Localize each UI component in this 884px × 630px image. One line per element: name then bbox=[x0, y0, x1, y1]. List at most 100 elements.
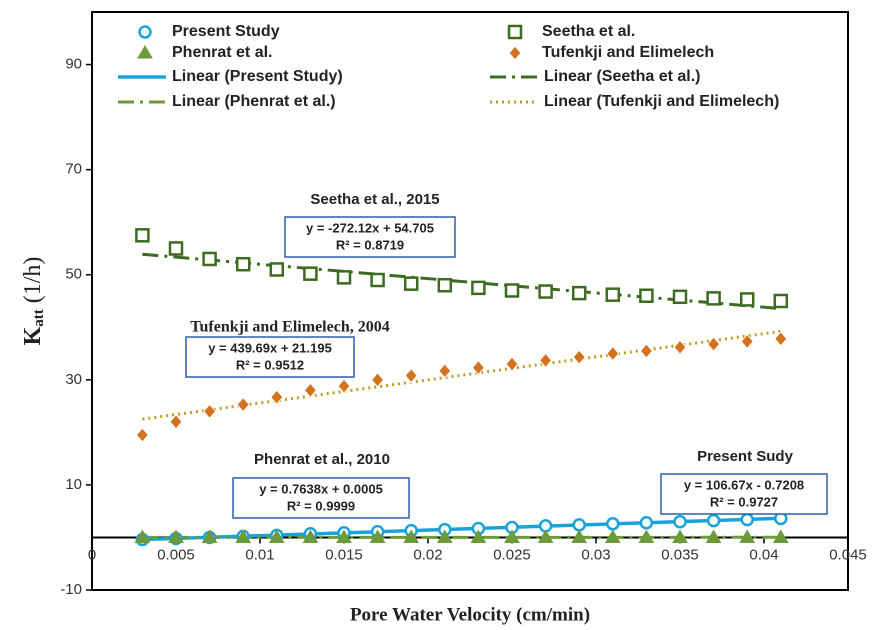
marker bbox=[572, 349, 586, 365]
annotation-equation: y = -272.12x + 54.705 bbox=[306, 220, 434, 235]
x-tick-label: 0.01 bbox=[245, 546, 274, 563]
x-tick-label: 0.015 bbox=[325, 546, 363, 563]
marker bbox=[605, 287, 621, 302]
x-axis-label: Pore Water Velocity (cm/min) bbox=[350, 604, 590, 625]
marker bbox=[508, 45, 522, 61]
x-tick-label: 0.045 bbox=[829, 546, 867, 563]
marker bbox=[138, 25, 152, 39]
marker bbox=[303, 382, 318, 399]
y-tick-label: 50 bbox=[65, 266, 82, 283]
annotation-box bbox=[660, 473, 828, 515]
marker bbox=[740, 512, 754, 527]
marker bbox=[168, 241, 184, 256]
marker bbox=[705, 529, 722, 543]
marker bbox=[303, 266, 318, 281]
marker bbox=[538, 352, 553, 369]
annotation-title: Seetha et al., 2015 bbox=[310, 191, 439, 208]
marker bbox=[438, 363, 452, 379]
marker bbox=[404, 367, 418, 384]
legend-label: Linear (Present Study) bbox=[172, 68, 343, 85]
annotation-box bbox=[185, 336, 355, 378]
marker bbox=[537, 529, 554, 543]
annotation-equation: y = 439.69x + 21.195 bbox=[208, 340, 332, 355]
marker bbox=[470, 529, 487, 543]
marker bbox=[236, 396, 250, 413]
marker bbox=[538, 284, 553, 299]
annotation-title: Tufenkji and Elimelech, 2004 bbox=[190, 319, 389, 336]
plot-frame bbox=[91, 11, 849, 591]
y-axis-label: Katt (1/h) bbox=[20, 257, 48, 346]
marker bbox=[137, 45, 153, 59]
marker bbox=[706, 336, 721, 352]
annotation-title: Phenrat et al., 2010 bbox=[254, 451, 390, 468]
annotation-r2: R² = 0.9512 bbox=[236, 357, 304, 372]
x-tick-label: 0.035 bbox=[661, 546, 699, 563]
marker bbox=[606, 345, 620, 362]
marker bbox=[268, 529, 285, 543]
marker bbox=[270, 389, 284, 405]
marker bbox=[302, 529, 319, 543]
marker bbox=[202, 403, 217, 420]
y-label-unit: (1/h) bbox=[20, 257, 46, 304]
marker bbox=[672, 289, 688, 305]
legend-label: Linear (Tufenkji and Elimelech) bbox=[544, 93, 779, 110]
marker bbox=[774, 331, 788, 347]
legend-label: Linear (Seetha et al.) bbox=[544, 68, 701, 85]
annotation-equation: y = 0.7638x + 0.0005 bbox=[259, 481, 383, 496]
marker bbox=[403, 529, 420, 543]
marker bbox=[673, 514, 687, 529]
x-tick-label: 0.02 bbox=[413, 546, 442, 563]
marker bbox=[739, 529, 756, 543]
marker bbox=[369, 529, 386, 543]
legend-label: Tufenkji and Elimelech bbox=[542, 44, 714, 61]
marker bbox=[235, 529, 252, 543]
marker bbox=[571, 285, 587, 301]
marker bbox=[706, 513, 721, 528]
marker bbox=[135, 427, 150, 443]
marker bbox=[269, 262, 285, 277]
marker bbox=[639, 515, 654, 530]
marker bbox=[336, 270, 352, 285]
annotation-title: Present Sudy bbox=[697, 448, 794, 465]
marker bbox=[169, 414, 183, 430]
marker bbox=[773, 293, 789, 309]
marker bbox=[604, 529, 621, 543]
marker bbox=[436, 529, 453, 543]
marker bbox=[437, 277, 453, 293]
marker bbox=[504, 529, 520, 543]
marker bbox=[202, 251, 217, 267]
marker bbox=[740, 333, 754, 350]
marker bbox=[134, 529, 151, 543]
marker bbox=[403, 276, 419, 291]
marker bbox=[639, 343, 654, 359]
marker bbox=[337, 378, 351, 394]
marker bbox=[135, 228, 150, 243]
legend-label: Present Study bbox=[172, 23, 280, 40]
legend-label: Phenrat et al. bbox=[172, 44, 272, 61]
x-tick-label: 0.04 bbox=[749, 546, 778, 563]
x-tick-label: 0.03 bbox=[581, 546, 610, 563]
marker bbox=[370, 372, 385, 388]
legend-label: Seetha et al. bbox=[542, 23, 635, 40]
marker bbox=[370, 272, 385, 288]
x-tick-label: 0 bbox=[88, 546, 96, 563]
marker bbox=[706, 291, 721, 306]
y-tick-label: 10 bbox=[65, 476, 82, 493]
y-tick-label: -10 bbox=[60, 581, 82, 598]
annotation-equation: y = 106.67x - 0.7208 bbox=[684, 477, 804, 492]
marker bbox=[572, 518, 586, 532]
marker bbox=[336, 529, 352, 543]
marker bbox=[672, 529, 688, 543]
y-tick-label: 70 bbox=[65, 161, 82, 178]
x-tick-label: 0.025 bbox=[493, 546, 531, 563]
annotation-box bbox=[284, 216, 456, 258]
y-label-main: K bbox=[20, 326, 46, 345]
y-label-sub: att bbox=[31, 309, 47, 327]
annotation-box bbox=[232, 477, 410, 519]
annotation-r2: R² = 0.9999 bbox=[287, 498, 355, 513]
marker bbox=[504, 283, 520, 298]
marker bbox=[505, 356, 519, 372]
marker bbox=[571, 529, 588, 543]
annotation-r2: R² = 0.8719 bbox=[336, 237, 404, 252]
